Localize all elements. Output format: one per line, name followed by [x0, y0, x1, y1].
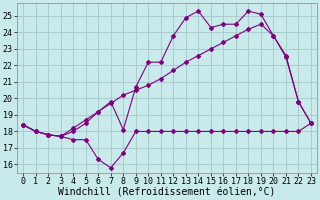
X-axis label: Windchill (Refroidissement éolien,°C): Windchill (Refroidissement éolien,°C) — [58, 187, 276, 197]
